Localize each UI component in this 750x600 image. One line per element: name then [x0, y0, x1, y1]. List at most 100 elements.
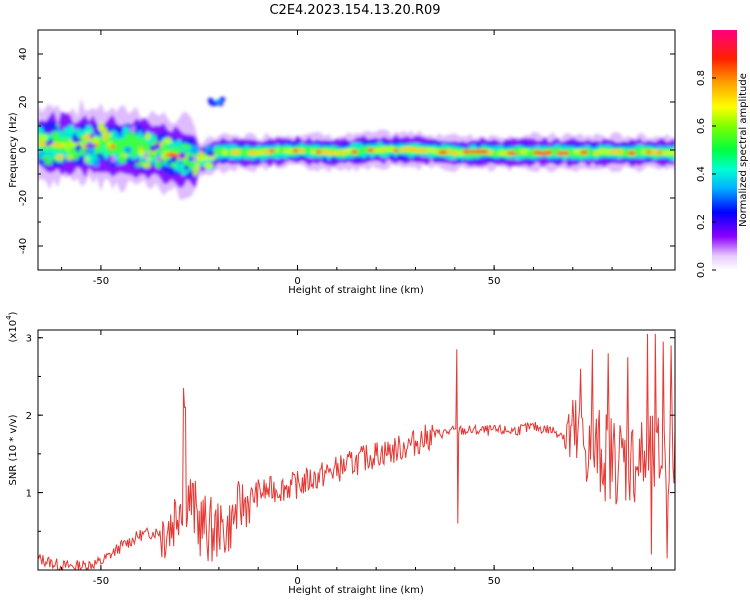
spectral-scatter	[205, 150, 215, 157]
spectral-scatter	[38, 126, 44, 136]
x-tick-label: 0	[294, 576, 300, 587]
spectral-scatter	[68, 126, 75, 135]
spectral-patch	[211, 101, 218, 107]
spectral-blob	[239, 150, 246, 156]
spectral-blob	[669, 150, 675, 155]
spectrogram-xlabel: Height of straight line (km)	[288, 285, 424, 296]
spectral-blob	[614, 149, 626, 155]
spectrogram-image	[38, 96, 675, 200]
spectral-scatter	[203, 162, 214, 169]
spectral-blob	[479, 149, 489, 154]
spectral-scatter	[129, 125, 136, 133]
spectral-scatter	[93, 159, 100, 168]
spectral-scatter	[144, 131, 151, 141]
spectral-blob	[324, 150, 338, 156]
spectral-scatter	[190, 145, 201, 155]
spectral-scatter	[51, 124, 58, 131]
spectrogram-ylabel: Frequency (Hz)	[8, 112, 19, 188]
colorbar-tick-label: 0.0	[696, 262, 707, 278]
y-tick-label: 3	[26, 334, 32, 345]
spectral-blob	[304, 148, 311, 153]
colorbar-tick-label: 0.6	[696, 118, 707, 134]
y-tick-label: -20	[18, 190, 29, 206]
spectral-scatter	[68, 147, 76, 153]
spectral-blob	[297, 148, 306, 154]
spectral-blob	[310, 149, 317, 155]
spectral-band	[38, 96, 675, 200]
y-tick-label: 40	[18, 48, 29, 61]
spectral-scatter	[122, 126, 130, 134]
y-tick-label: -40	[18, 238, 29, 254]
spectral-scatter	[192, 167, 198, 177]
spectral-blob	[38, 141, 46, 146]
spectral-scatter	[160, 142, 170, 149]
snr-panel: -50 0 50 1 2 3 Height of straight line (km) S…	[5, 311, 676, 596]
spectral-blob	[552, 149, 558, 154]
spectral-scatter	[186, 138, 195, 146]
spectral-blob	[635, 149, 640, 155]
spectral-scatter	[92, 126, 100, 132]
spectral-blob	[450, 150, 459, 156]
spectral-scatter	[153, 143, 161, 150]
spectral-scatter	[90, 136, 100, 145]
spectral-scatter	[39, 134, 48, 142]
colorbar: 0.0 0.2 0.4 0.6 0.8 Normalized spectral ampl…	[696, 30, 749, 278]
spectral-blob	[556, 151, 566, 156]
spectral-scatter	[50, 131, 59, 140]
spectral-blob	[487, 150, 494, 155]
snr-frame	[37, 329, 676, 571]
spectral-scatter	[107, 140, 113, 148]
spectrogram-ticks: -50 0 50 40 20 0 -20 -40	[18, 29, 675, 287]
spectral-scatter	[123, 138, 132, 144]
spectral-scatter	[84, 125, 93, 134]
spectral-scatter	[101, 145, 106, 155]
spectral-scatter	[86, 146, 95, 155]
snr-ylabel: SNR (10 * v/v)	[8, 414, 19, 485]
spectral-scatter	[155, 156, 161, 162]
spectral-scatter	[55, 154, 65, 161]
spectral-scatter	[183, 165, 190, 170]
spectral-blob	[437, 150, 449, 155]
spectral-scatter	[95, 153, 104, 159]
colorbar-tick-label: 0.8	[696, 70, 707, 86]
spectral-scatter	[117, 156, 128, 164]
spectral-scatter	[107, 154, 112, 161]
spectral-scatter	[71, 137, 82, 143]
spectral-blob	[497, 150, 507, 156]
snr-series-line	[38, 333, 675, 570]
spectral-scatter	[141, 162, 152, 169]
snr-background	[38, 330, 675, 570]
spectral-blob	[545, 150, 553, 155]
spectral-scatter	[107, 131, 112, 138]
spectral-scatter	[133, 136, 141, 145]
y-tick-label: 0	[18, 147, 29, 153]
spectral-scatter	[100, 127, 108, 136]
spectral-scatter	[43, 160, 53, 165]
snr-scale-text: (x104)	[5, 311, 19, 342]
spectral-scatter	[162, 137, 173, 144]
spectral-blob	[292, 148, 299, 153]
y-tick-label: 2	[26, 411, 32, 422]
spectral-scatter	[178, 152, 186, 159]
spectral-scatter	[142, 144, 150, 153]
spectral-scatter	[123, 145, 132, 155]
spectral-scatter	[205, 144, 212, 152]
spectral-blob	[446, 149, 452, 154]
spectral-scatter	[188, 155, 193, 163]
spectral-scatter	[50, 156, 57, 161]
spectral-scatter	[178, 158, 183, 166]
spectral-blob	[393, 148, 399, 153]
snr-ticks: -50 0 50 1 2 3	[26, 330, 675, 587]
spectral-blob	[383, 147, 397, 152]
snr-scale-label: (x104)	[5, 311, 19, 342]
y-tick-label: 20	[18, 96, 29, 109]
spectral-blob	[493, 150, 499, 156]
spectral-patch	[219, 96, 226, 102]
y-tick-label: 1	[26, 489, 32, 500]
snr-xlabel: Height of straight line (km)	[288, 585, 424, 596]
spectral-scatter	[143, 150, 149, 160]
spectral-scatter	[41, 155, 50, 161]
spectral-scatter	[89, 132, 95, 139]
spectral-blob	[202, 155, 212, 160]
